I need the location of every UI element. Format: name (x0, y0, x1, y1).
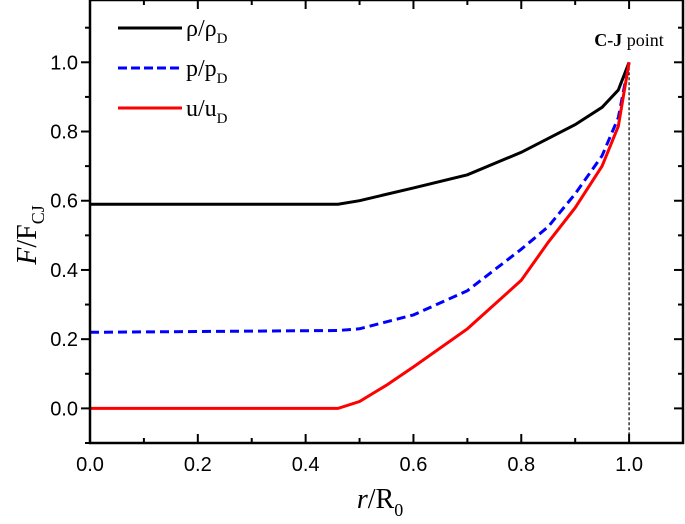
series-line-1 (89, 62, 631, 334)
x-tick-label: 0.6 (400, 454, 428, 476)
y-axis-label: F/FCJ (12, 205, 48, 265)
series-line-0 (90, 61, 631, 206)
x-axis-label: r/R0 (357, 484, 403, 520)
legend: ρ/ρD p/pD u/uD (118, 16, 228, 127)
y-tick-label: 0.8 (50, 122, 78, 144)
y-tick-label: 0.6 (50, 191, 78, 213)
x-tick-label: 0.8 (507, 454, 535, 476)
plot-frame (88, 0, 685, 445)
x-tick-label: 1.0 (615, 454, 643, 476)
series-line-2 (90, 62, 631, 410)
legend-label-1: p/pD (186, 56, 228, 87)
y-tick-label: 0.0 (50, 398, 78, 420)
x-tick-label: 0.2 (184, 454, 212, 476)
axes: 0.0 0.2 0.4 0.6 0.8 1.0 0.0 0.2 0.4 0.6 0.8 1.0 (50, 0, 685, 476)
legend-label-0: ρ/ρD (186, 16, 228, 47)
y-tick-label: 0.2 (50, 329, 78, 351)
x-tick-label: 0.0 (76, 454, 104, 476)
y-tick-label: 1.0 (50, 52, 78, 74)
x-tick-label: 0.4 (292, 454, 320, 476)
legend-label-2: u/uD (186, 96, 228, 127)
y-tick-label: 0.4 (50, 260, 78, 282)
annotation-cj-point: C-J point (594, 30, 664, 50)
plot-area (89, 61, 631, 443)
